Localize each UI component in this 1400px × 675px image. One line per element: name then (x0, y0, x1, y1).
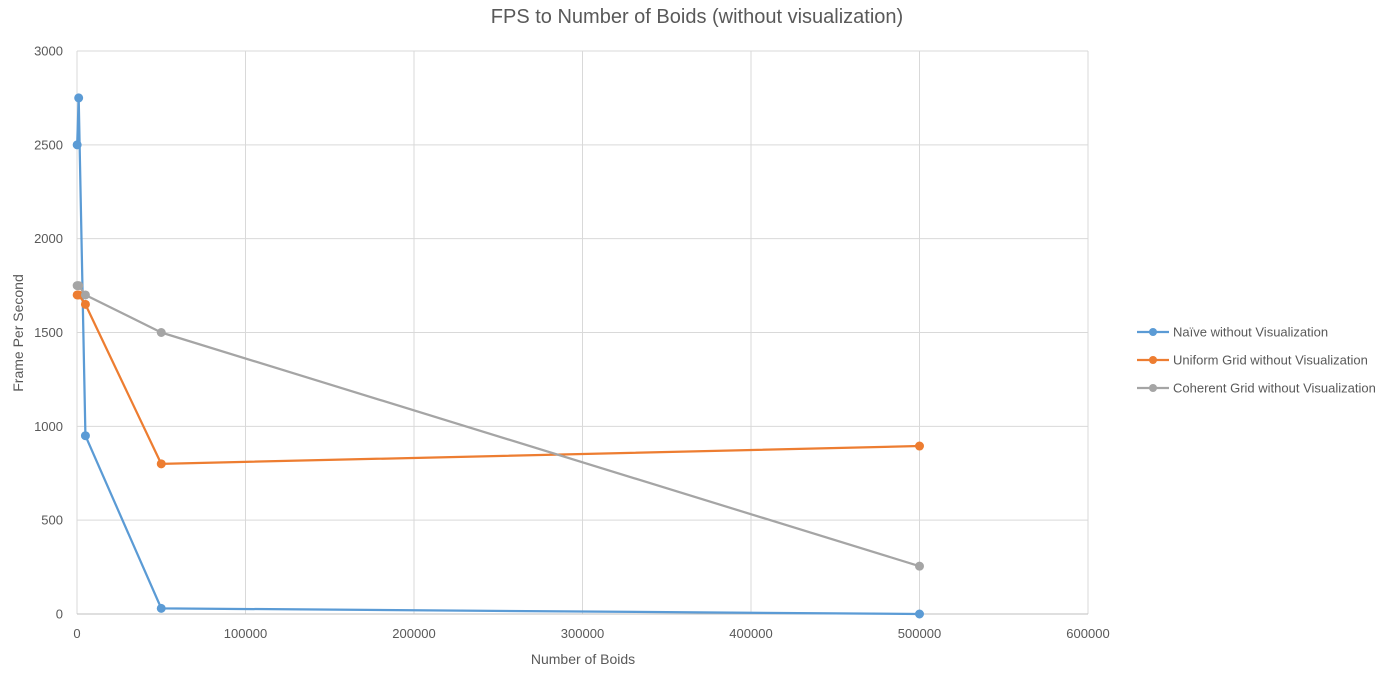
legend: Naïve without Visualization Uniform Grid … (1137, 325, 1376, 396)
data-point (80, 431, 90, 441)
data-point (915, 441, 924, 451)
data-point (74, 93, 84, 103)
legend-item: Uniform Grid without Visualization (1137, 353, 1368, 368)
series-layer (72, 93, 924, 619)
legend-label: Naïve without Visualization (1173, 325, 1328, 340)
y-tick-label: 500 (41, 513, 63, 528)
y-tick-label: 3000 (34, 44, 63, 59)
y-tick-label: 2500 (34, 137, 63, 152)
x-tick-label: 200000 (392, 626, 435, 641)
chart-title: FPS to Number of Boids (without visualiz… (490, 6, 904, 28)
data-point (915, 561, 924, 571)
x-tick-label: 100000 (224, 626, 267, 641)
series-3 (72, 281, 924, 571)
x-axis-label: Number of Boids (531, 651, 635, 667)
y-tick-label: 1000 (34, 419, 63, 434)
x-tick-label: 0 (73, 626, 80, 641)
data-point (915, 609, 924, 619)
y-tick-label: 2000 (34, 231, 63, 246)
data-point (74, 281, 84, 291)
legend-label: Coherent Grid without Visualization (1173, 381, 1376, 396)
x-tick-label: 400000 (729, 626, 772, 641)
legend-item: Coherent Grid without Visualization (1137, 381, 1376, 396)
y-tick-label: 1500 (34, 325, 63, 340)
legend-point-marker (1149, 328, 1157, 336)
series-2 (72, 290, 924, 469)
x-tick-label: 500000 (898, 626, 941, 641)
data-point (80, 299, 90, 309)
series-1 (72, 93, 924, 619)
y-tick-label: 0 (56, 607, 63, 622)
grid (76, 50, 1089, 615)
x-tick-label: 300000 (561, 626, 604, 641)
series-line (77, 293, 920, 465)
series-line (76, 96, 920, 616)
y-axis-ticks: 0 500 1000 1500 2000 2500 3000 (34, 44, 63, 622)
y-axis-label: Frame Per Second (10, 274, 26, 392)
x-tick-label: 600000 (1066, 626, 1109, 641)
legend-point-marker (1149, 356, 1157, 364)
legend-label: Uniform Grid without Visualization (1173, 353, 1368, 368)
legend-item: Naïve without Visualization (1137, 325, 1328, 340)
legend-point-marker (1149, 384, 1157, 392)
data-point (156, 328, 166, 337)
data-point (156, 459, 166, 469)
data-point (80, 290, 90, 300)
x-axis-ticks: 0 100000 200000 300000 400000 500000 600000 (73, 626, 1109, 641)
data-point (72, 140, 82, 150)
data-point (156, 603, 166, 613)
